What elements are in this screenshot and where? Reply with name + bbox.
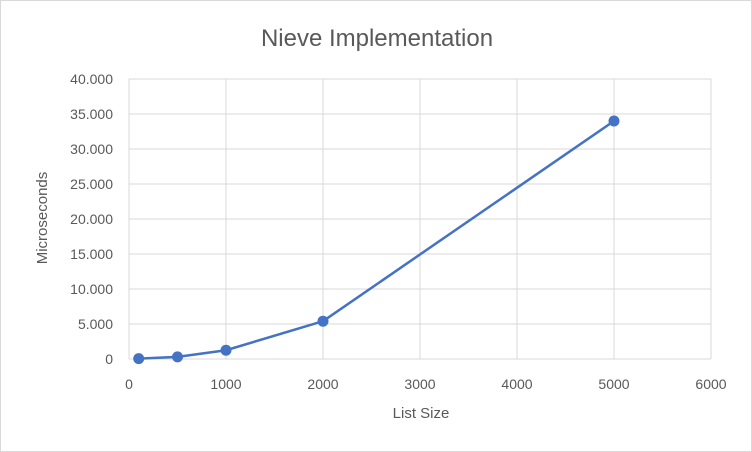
x-tick-label: 3000 [404,376,435,392]
y-tick-label: 40.000 [70,71,113,87]
x-axis-label: List Size [393,405,450,422]
x-tick-label: 1000 [210,376,241,392]
y-axis-label: Microseconds [34,172,51,265]
y-tick-label: 10.000 [70,281,113,297]
x-tick-label: 0 [125,376,133,392]
data-point [133,353,145,365]
x-tick-label: 2000 [307,376,338,392]
data-point [220,344,232,356]
x-tick-label: 6000 [695,376,726,392]
series-line [138,119,615,360]
series-group [133,115,620,365]
data-point [608,115,620,127]
y-tick-label: 0 [105,351,113,367]
chart-title: Nieve Implementation [261,25,493,52]
x-tick-label: 5000 [598,376,629,392]
y-tick-label: 15.000 [70,246,113,262]
x-tick-label: 4000 [501,376,532,392]
data-point [172,351,183,363]
gridlines [128,78,712,360]
y-tick-label: 35.000 [70,106,113,122]
y-tick-label: 25.000 [70,176,113,192]
x-axis-ticks: 0 1000 2000 3000 4000 5000 6000 [125,376,727,392]
y-axis-ticks: 0 5.000 10.000 15.000 20.000 25.000 30.000 35.0… [70,71,113,367]
y-tick-label: 20.000 [70,211,113,227]
y-tick-label: 30.000 [70,141,113,157]
y-tick-label: 5.000 [78,316,113,332]
data-point [317,315,329,327]
